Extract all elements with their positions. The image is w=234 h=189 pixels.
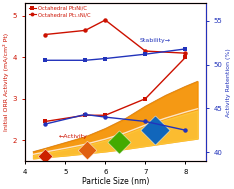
Y-axis label: Initial ORR Activity (mA/cm² Pt): Initial ORR Activity (mA/cm² Pt) <box>4 33 9 131</box>
Text: ←Activity: ←Activity <box>59 134 88 139</box>
Point <box>85 149 89 152</box>
Text: Stability→: Stability→ <box>139 38 170 43</box>
Point <box>154 128 157 131</box>
Point <box>43 154 47 157</box>
Point <box>117 141 121 144</box>
X-axis label: Particle Size (nm): Particle Size (nm) <box>82 177 149 186</box>
Legend: Octahedral Pt₃Ni/C, Octahedral Pt₁.₅Ni/C: Octahedral Pt₃Ni/C, Octahedral Pt₁.₅Ni/C <box>28 5 91 18</box>
Y-axis label: Activity Retention (%): Activity Retention (%) <box>226 48 230 116</box>
